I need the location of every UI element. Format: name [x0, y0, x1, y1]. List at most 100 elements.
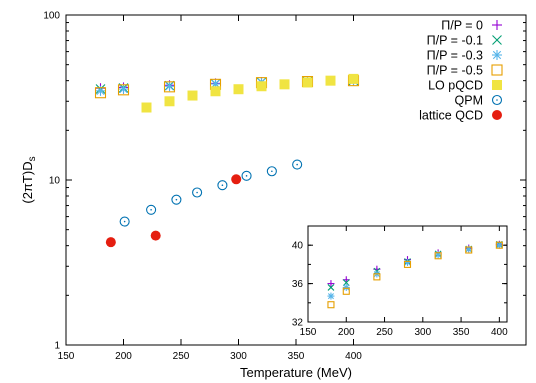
inset-x-tick-label: 400 [491, 327, 508, 338]
data-point [94, 87, 107, 99]
legend-marker [491, 94, 503, 106]
legend-entry: Π/P = -0.3 [427, 49, 502, 63]
data-point-dot [150, 208, 152, 211]
legend-label: QPM [455, 94, 483, 108]
data-point [146, 204, 157, 215]
inset-data-point-box [373, 273, 381, 281]
inset-data-point [327, 301, 335, 309]
legend-marker [492, 80, 502, 90]
data-point [141, 102, 152, 113]
data-point [231, 174, 242, 185]
data-point [164, 96, 175, 107]
data-point [241, 170, 252, 181]
inset-data-point [495, 241, 503, 249]
y-tick-label: 100 [43, 11, 60, 22]
series-layer [94, 73, 360, 248]
legend-label: lattice QCD [419, 109, 483, 123]
data-point-ring [266, 166, 277, 177]
y-axis-label-main: (2πT)D [20, 161, 35, 203]
inset-data-point [342, 279, 350, 287]
data-point-disc [105, 237, 116, 248]
y-tick-label: 10 [49, 176, 61, 187]
inset-data-point-box [327, 301, 335, 309]
inset-x-tick-label: 350 [453, 327, 470, 338]
inset-data-point [403, 260, 412, 268]
series-1 [95, 75, 359, 94]
legend-marker-d2 [492, 50, 502, 60]
inset-data-point-d2 [327, 293, 334, 300]
legend-label: Π/P = -0.1 [427, 34, 483, 48]
data-point [325, 75, 336, 86]
data-point-disc [231, 174, 242, 185]
y-axis-label-subscript: s [27, 156, 38, 161]
data-point-dot [196, 191, 198, 194]
data-point-d2 [165, 82, 174, 91]
legend-entry: LO pQCD [428, 79, 502, 93]
data-point-dot [245, 175, 248, 177]
legend-marker-box [492, 80, 502, 90]
legend-marker [492, 20, 502, 30]
data-point-box [325, 75, 336, 86]
legend-entry: Π/P = -0.1 [427, 34, 502, 48]
data-point [292, 159, 303, 170]
x-tick-label: 400 [345, 351, 362, 362]
inset-y-tick-label: 40 [292, 241, 304, 252]
inset-data-point [495, 241, 503, 249]
data-point-dot [221, 184, 224, 187]
inset-data-point [404, 258, 411, 266]
data-point-d2 [119, 84, 128, 94]
inset-y-axis: 32 36 40 [292, 225, 507, 329]
legend-label: Π/P = 0 [441, 19, 483, 33]
x-tick-label: 150 [58, 351, 75, 362]
data-point-ring [171, 194, 182, 205]
data-point [150, 230, 161, 241]
inset-data-point [373, 273, 381, 281]
data-point [266, 166, 277, 177]
inset-data-point-d2 [496, 242, 503, 249]
data-point-ring [146, 204, 157, 215]
data-point-box [233, 84, 244, 95]
data-point-ring [192, 187, 203, 198]
legend-entry: Π/P = 0 [441, 19, 502, 33]
x-tick-label: 250 [173, 351, 190, 362]
data-point [105, 237, 116, 248]
inset-background [308, 226, 507, 322]
inset-data-point-box [495, 241, 503, 249]
x-axis: 150 200 250 300 350 400 [58, 15, 362, 362]
inset-data-point-d2 [342, 279, 350, 287]
inset-data-point [327, 280, 335, 288]
series-0 [95, 75, 359, 94]
data-point [117, 84, 130, 96]
inset-series-3 [327, 241, 503, 309]
series-2 [95, 75, 359, 96]
series-5 [119, 159, 303, 227]
legend-marker-box [491, 64, 503, 76]
data-point-ring [217, 180, 228, 191]
data-point [192, 187, 203, 198]
data-point [163, 81, 176, 93]
data-point [187, 90, 198, 101]
legend: Π/P = 0Π/P = -0.1Π/P = -0.3Π/P = -0.5LO … [419, 19, 503, 123]
inset-frame [307, 225, 508, 323]
data-point [119, 216, 130, 227]
inset-data-point-box [403, 260, 412, 268]
inset-data-point [327, 284, 335, 291]
series-3 [94, 75, 360, 99]
data-point-dot [175, 198, 178, 201]
data-point-disc [150, 230, 161, 241]
series-4 [141, 73, 359, 113]
inset-y-tick-label: 32 [292, 318, 304, 329]
series-6 [105, 174, 242, 248]
data-point-box [117, 84, 130, 96]
inset-x-tick-label: 150 [300, 327, 317, 338]
x-axis-label: Temperature (MeV) [240, 365, 352, 380]
data-point-ring [241, 170, 252, 181]
data-point-ring [292, 159, 303, 170]
legend-entry: QPM [455, 94, 503, 108]
inset-chart: 150 200 250 300 350 400 32 36 40 [292, 225, 508, 338]
data-point-dot [123, 220, 126, 223]
data-point-dot [271, 170, 273, 173]
inset-data-point [342, 287, 350, 295]
data-point-box [187, 90, 198, 101]
inset-data-point-box [434, 252, 442, 260]
